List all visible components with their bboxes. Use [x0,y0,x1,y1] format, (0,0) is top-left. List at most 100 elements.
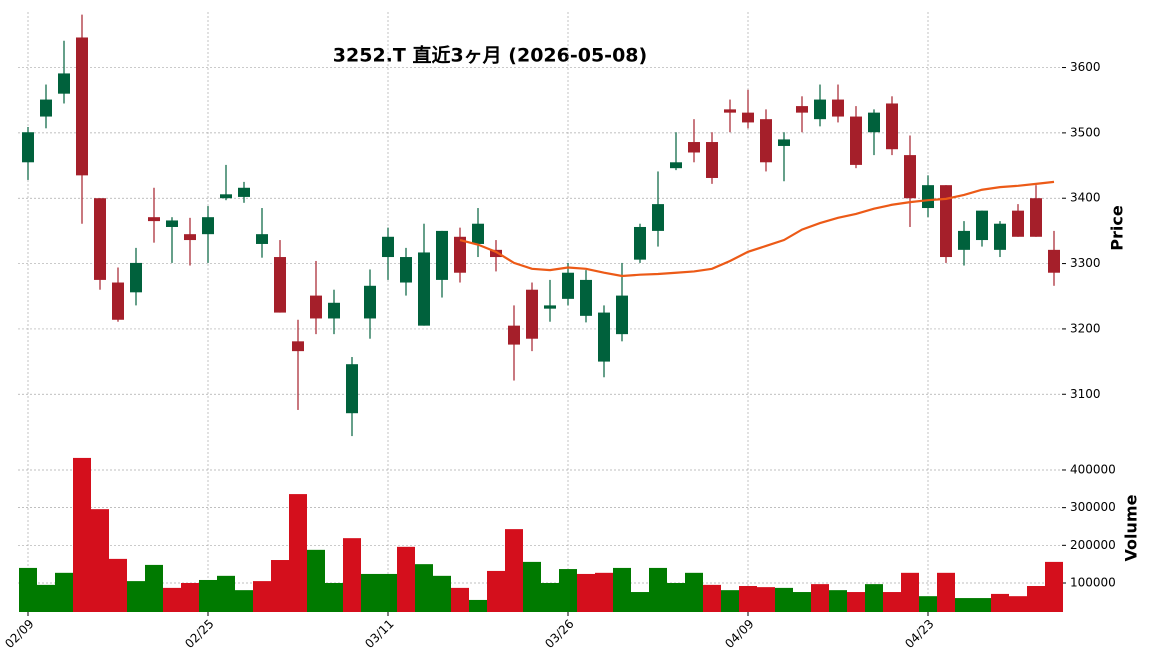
volume-bar [613,567,631,612]
y-tick-label: 3600 [1070,60,1101,74]
volume-bar [541,582,559,612]
candle-body [40,99,52,117]
volume-bar [451,587,469,612]
candle-body [814,99,826,120]
volume-bar [109,558,127,612]
candle-body [868,112,880,133]
volume-bar [91,509,109,612]
candle-body [1030,198,1042,237]
candle-body [130,262,142,293]
volume-bar [397,546,415,612]
volume-bar [595,572,613,612]
candle-body [598,312,610,362]
volume-bar [37,584,55,612]
chart-title: 3252.T 直近3ヶ月 (2026-05-08) [333,44,647,67]
volume-bar [991,593,1009,612]
volume-bar [289,494,307,612]
candle-body [346,364,358,414]
volume-bar [775,587,793,612]
volume-bar [145,564,163,612]
candle-body [634,226,646,260]
candle-body [796,106,808,113]
volume-bar [73,457,91,612]
y-tick-label: 3100 [1070,387,1101,401]
volume-bar [325,582,343,612]
candle-body [976,210,988,241]
volume-bar [937,572,955,612]
y-tick-label: 3400 [1070,191,1101,205]
volume-bar [757,587,775,612]
volume-bar [505,529,523,612]
candle-body [1012,210,1024,237]
volume-bar [847,592,865,612]
candle-body [328,302,340,319]
candle-body [922,185,934,209]
volume-bar [1027,586,1045,612]
candle-body [544,305,556,309]
candle-body [166,220,178,227]
x-tick-label: 03/11 [362,617,396,651]
volume-bar [793,592,811,612]
candle-body [904,155,916,199]
volume-tick-label: 200000 [1070,538,1116,552]
volume-tick-label: 300000 [1070,500,1116,514]
candle-body [454,236,466,273]
x-tick-label: 04/09 [722,617,756,651]
candle-body [580,279,592,316]
candle-body [886,103,898,150]
y-tick-label: 3200 [1070,321,1101,335]
candle-body [184,234,196,241]
x-tick-label: 04/23 [902,617,936,651]
candle-body [436,230,448,280]
volume-bar [379,573,397,612]
volume-bar [577,573,595,612]
candle-body [940,185,952,258]
candle-body [832,99,844,117]
candle-body [652,204,664,231]
volume-bar [1045,561,1063,612]
volume-bar [703,584,721,612]
volume-bar [739,586,757,612]
candle-body [688,142,700,153]
volume-bar [307,549,325,612]
volume-bar [127,581,145,612]
candle-body [706,142,718,178]
y-axis-label: Price [1108,205,1127,251]
volume-bar [433,575,451,612]
y-tick-label: 3500 [1070,125,1101,139]
volume-bar [361,573,379,612]
volume-bar [199,579,217,612]
candle-body [850,116,862,165]
candle-body [256,234,268,244]
candle-body [760,119,772,163]
candle-body [1048,249,1060,273]
volume-bar [217,575,235,612]
volume-bar [55,572,73,612]
volume-bar [163,587,181,612]
candle-body [616,295,628,335]
volume-bar [973,598,991,612]
volume-bar [487,570,505,612]
candle-body [670,162,682,169]
candle-body [292,341,304,352]
candle-body [418,252,430,326]
volume-bar [955,598,973,612]
volume-bar [901,572,919,612]
candle-body [220,194,232,199]
candle-body [400,257,412,283]
candle-body [508,325,520,345]
volume-bar [343,538,361,612]
candle-body [148,217,160,222]
candle-body [490,249,502,258]
volume-bar [919,596,937,612]
volume-bar [559,569,577,612]
volume-bar [415,564,433,612]
candle-body [202,217,214,235]
volume-bar [631,592,649,612]
volume-bar [235,590,253,612]
candle-body [76,37,88,176]
volume-bar [667,582,685,612]
volume-bar [523,561,541,612]
volume-bar [883,592,901,612]
